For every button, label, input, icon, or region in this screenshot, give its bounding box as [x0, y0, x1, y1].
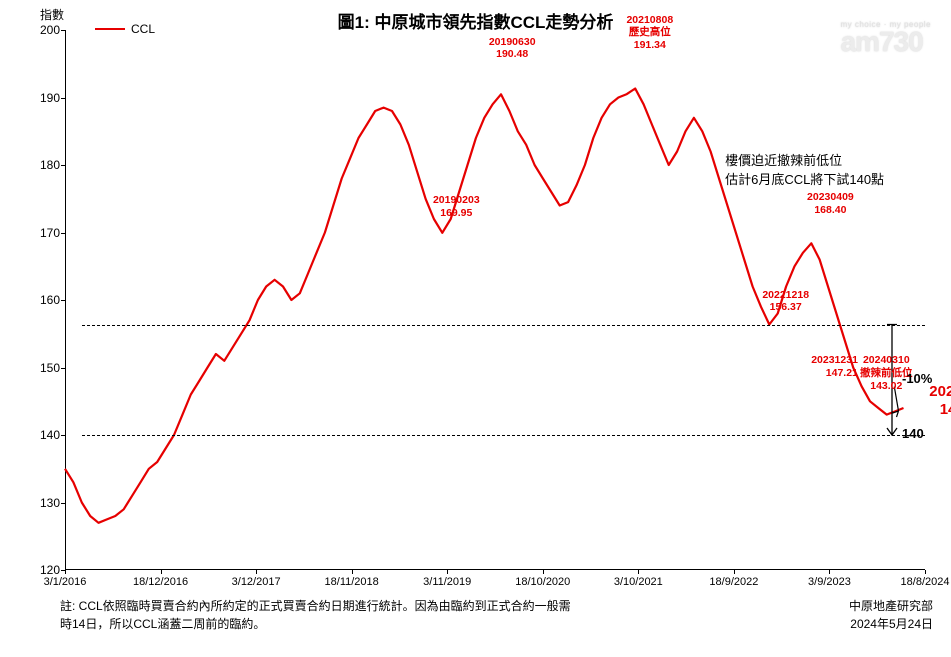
chart-container: 圖1: 中原城市領先指數CCL走勢分析 指數 CCL my choice · m… [0, 0, 951, 657]
annotation: 20190203169.95 [433, 194, 480, 219]
annotation: 20190630190.48 [489, 36, 536, 61]
y-tick: 160 [35, 293, 60, 307]
y-tick: 170 [35, 226, 60, 240]
pct-change-label: -10% [902, 371, 932, 386]
y-tick: 190 [35, 91, 60, 105]
source: 中原地產研究部 2024年5月24日 [849, 598, 933, 633]
x-tick: 18/9/2022 [709, 576, 758, 588]
x-tick: 18/11/2018 [325, 576, 379, 588]
y-tick: 130 [35, 496, 60, 510]
x-tick: 18/12/2016 [133, 576, 188, 588]
x-tick: 3/9/2023 [808, 576, 851, 588]
source-date: 2024年5月24日 [849, 616, 933, 633]
commentary: 樓價迫近撤辣前低位估計6月底CCL將下試140點 [725, 152, 884, 190]
footnote-line1: 註: CCL依照臨時買賣合約內所約定的正式買賣合約日期進行統計。因為由臨約到正式… [60, 598, 571, 615]
annotation: 20210808歷史高位191.34 [626, 14, 673, 52]
x-tick: 3/10/2021 [614, 576, 663, 588]
annotation: 20231231147.21 [811, 354, 858, 379]
y-tick: 180 [35, 158, 60, 172]
source-org: 中原地產研究部 [849, 598, 933, 615]
y-tick: 200 [35, 23, 60, 37]
x-tick: 3/12/2017 [232, 576, 281, 588]
y-tick: 150 [35, 361, 60, 375]
footnote: 註: CCL依照臨時買賣合約內所約定的正式買賣合約日期進行統計。因為由臨約到正式… [60, 598, 571, 633]
annotation: 20221218156.37 [762, 289, 809, 314]
y-axis-label: 指數 [40, 6, 64, 23]
annotation: 20230409168.40 [807, 191, 854, 216]
line-chart-svg [65, 30, 951, 570]
current-value: 20240519144.00 [929, 383, 951, 418]
x-tick: 18/8/2024 [901, 576, 950, 588]
plot-area: 1201301401501601701801902003/1/201618/12… [65, 30, 925, 570]
y-tick: 140 [35, 428, 60, 442]
footnote-line2: 時14日，所以CCL涵蓋二周前的臨約。 [60, 616, 571, 633]
refline-140-label: 140 [902, 426, 924, 441]
y-tick: 120 [35, 563, 60, 577]
reference-line [82, 325, 925, 326]
x-tick: 18/10/2020 [515, 576, 570, 588]
x-tick: 3/1/2016 [44, 576, 87, 588]
x-tick: 3/11/2019 [423, 576, 471, 588]
reference-line [82, 435, 925, 436]
